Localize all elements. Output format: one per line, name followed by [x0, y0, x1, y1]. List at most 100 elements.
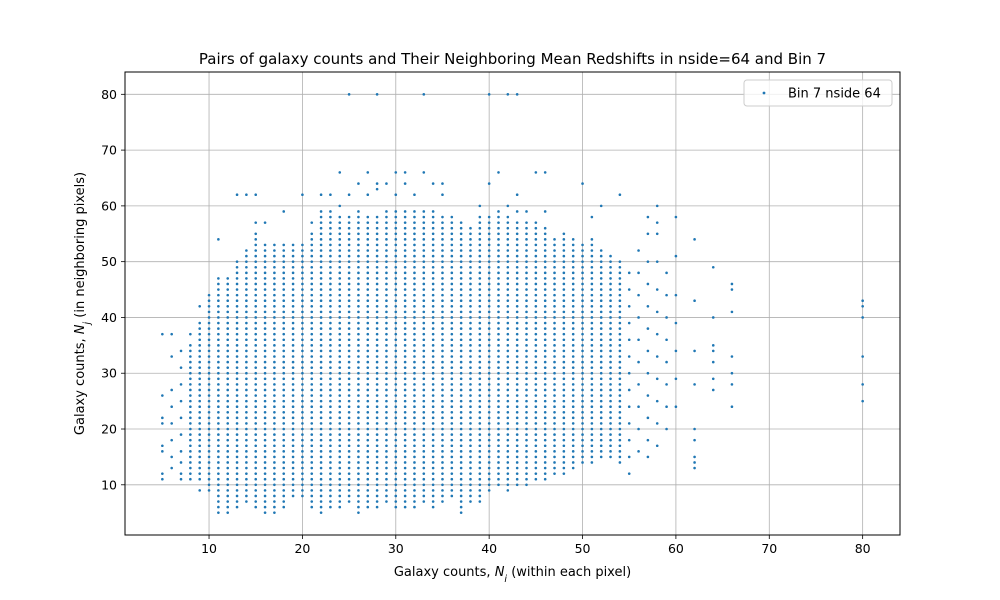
data-point	[422, 427, 426, 431]
data-point	[515, 360, 519, 364]
data-point	[273, 489, 276, 492]
data-point	[226, 360, 230, 364]
data-point	[478, 461, 482, 464]
data-point	[441, 232, 444, 236]
data-point	[450, 226, 454, 230]
data-point	[543, 277, 547, 280]
data-point	[646, 327, 650, 330]
data-point	[403, 388, 407, 392]
data-point	[263, 293, 267, 297]
data-point	[403, 433, 407, 436]
data-point	[282, 450, 286, 453]
data-point	[515, 433, 519, 436]
data-point	[198, 360, 201, 364]
data-point	[459, 366, 463, 369]
data-point	[534, 416, 538, 420]
data-point	[655, 221, 659, 224]
data-point	[581, 271, 584, 275]
data-point	[226, 344, 230, 347]
data-point	[375, 477, 379, 481]
data-point	[385, 282, 388, 286]
data-point	[282, 254, 286, 258]
data-point	[366, 355, 370, 358]
data-point	[282, 310, 286, 314]
data-point	[329, 388, 332, 392]
data-point	[515, 327, 519, 330]
data-point	[515, 93, 519, 96]
data-point	[497, 282, 500, 286]
data-point	[571, 327, 575, 330]
data-point	[403, 466, 407, 470]
data-point	[413, 321, 416, 325]
data-point	[170, 466, 173, 470]
data-point	[403, 299, 407, 303]
data-point	[431, 332, 435, 336]
data-point	[562, 316, 566, 319]
data-point	[413, 344, 416, 347]
data-point	[450, 288, 454, 291]
data-point	[543, 444, 547, 448]
data-point	[543, 399, 547, 403]
data-point	[506, 371, 510, 375]
data-point	[385, 472, 388, 475]
data-point	[590, 405, 594, 408]
data-point	[329, 360, 332, 364]
data-point	[478, 494, 482, 498]
data-point	[375, 293, 379, 297]
data-point	[515, 399, 519, 403]
data-point	[581, 344, 584, 347]
data-point	[329, 450, 332, 453]
data-point	[497, 360, 500, 364]
data-point	[497, 422, 500, 425]
data-point	[487, 254, 491, 258]
data-point	[301, 427, 304, 431]
data-point	[422, 238, 426, 241]
data-point	[394, 422, 398, 425]
data-point	[441, 399, 444, 403]
data-point	[347, 477, 351, 481]
data-point	[263, 366, 267, 369]
data-point	[861, 299, 864, 303]
data-point	[347, 466, 351, 470]
data-point	[730, 383, 734, 386]
data-point	[665, 316, 668, 319]
data-point	[254, 472, 258, 475]
data-point	[207, 388, 211, 392]
data-point	[441, 388, 444, 392]
data-point	[534, 265, 538, 269]
data-point	[534, 422, 538, 425]
data-point	[422, 327, 426, 330]
data-point	[375, 416, 379, 420]
data-point	[665, 405, 668, 408]
data-point	[357, 249, 360, 252]
data-point	[375, 349, 379, 353]
data-point	[235, 282, 239, 286]
data-point	[179, 450, 183, 453]
data-point	[413, 332, 416, 336]
data-point	[319, 494, 323, 498]
data-point	[478, 304, 482, 308]
data-point	[263, 288, 267, 291]
data-point	[254, 360, 258, 364]
data-point	[562, 232, 566, 236]
data-point	[515, 461, 519, 464]
data-point	[581, 461, 584, 464]
data-point	[469, 477, 472, 481]
data-point	[450, 254, 454, 258]
data-point	[441, 433, 444, 436]
data-point	[459, 232, 463, 236]
data-point	[599, 349, 603, 353]
data-point	[711, 316, 715, 319]
data-point	[515, 193, 519, 197]
data-point	[366, 399, 370, 403]
data-point	[310, 477, 314, 481]
data-point	[413, 226, 416, 230]
data-point	[469, 254, 472, 258]
data-point	[665, 271, 668, 275]
data-point	[422, 405, 426, 408]
data-point	[497, 438, 500, 442]
data-point	[403, 210, 407, 213]
data-point	[347, 483, 351, 487]
data-point	[441, 265, 444, 269]
data-point	[571, 277, 575, 280]
